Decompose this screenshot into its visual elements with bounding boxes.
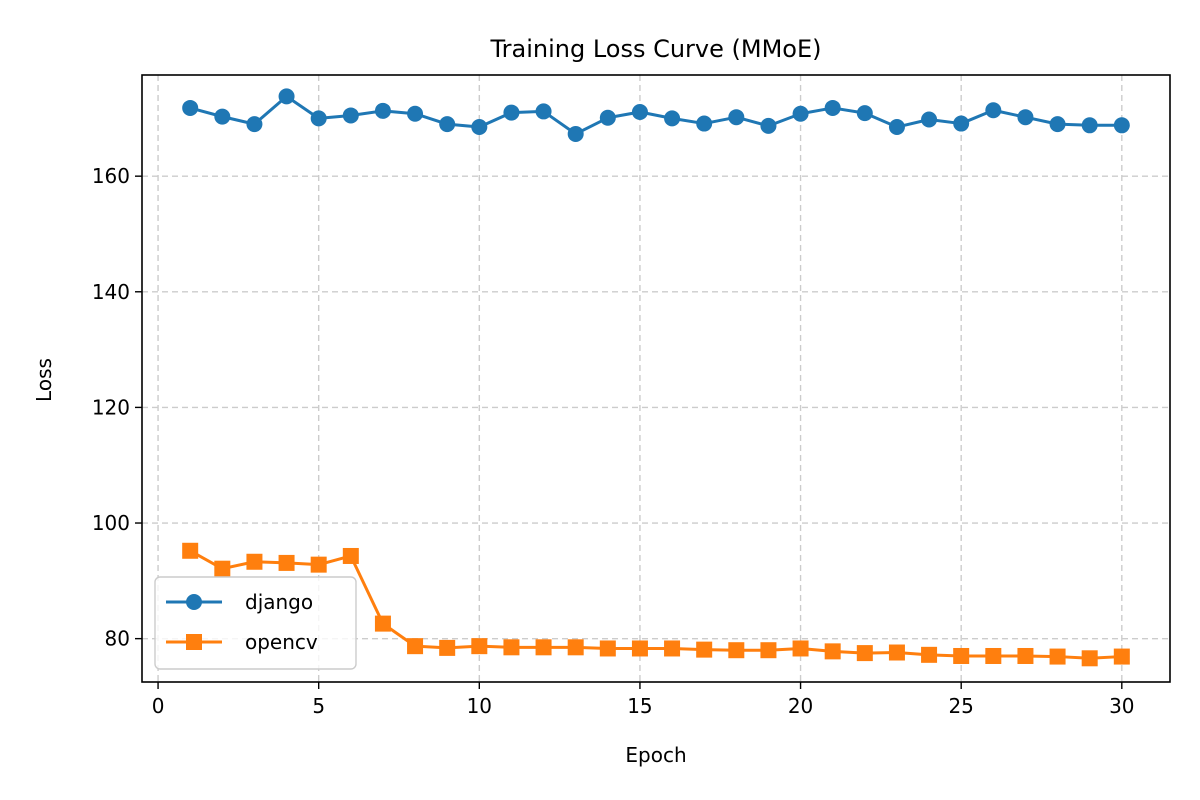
opencv-point (214, 560, 231, 577)
django-point (1017, 109, 1034, 126)
opencv-point (856, 645, 873, 662)
django-point (182, 99, 199, 116)
django-point (1081, 117, 1098, 134)
opencv-point (664, 640, 681, 657)
x-tick-label: 20 (788, 694, 813, 718)
opencv-point (182, 542, 199, 559)
django-point (760, 117, 777, 134)
django-point (664, 110, 681, 127)
django-point (246, 116, 263, 133)
legend-marker-opencv (186, 634, 202, 650)
opencv-point (439, 639, 456, 656)
opencv-point (953, 647, 970, 664)
opencv-point (599, 640, 616, 657)
django-point (921, 111, 938, 128)
opencv-point (1049, 648, 1066, 665)
opencv-point (792, 640, 809, 657)
django-point (278, 88, 295, 105)
django-point (728, 109, 745, 126)
opencv-point (310, 556, 327, 573)
django-point (631, 103, 648, 120)
django-point (696, 115, 713, 132)
django-point (342, 107, 359, 124)
opencv-point (1081, 650, 1098, 667)
django-point (1049, 116, 1066, 133)
opencv-point (888, 644, 905, 661)
opencv-point (921, 646, 938, 663)
series-layer (182, 88, 1130, 667)
series-opencv (182, 542, 1130, 667)
opencv-point (246, 553, 263, 570)
opencv-point (374, 615, 391, 632)
django-point (471, 119, 488, 136)
opencv-point (1017, 647, 1034, 664)
django-point (374, 102, 391, 119)
opencv-point (567, 639, 584, 656)
django-point (503, 104, 520, 121)
opencv-point (535, 639, 552, 656)
x-tick-label: 0 (152, 694, 165, 718)
plot-frame (141, 74, 1171, 683)
legend-marker-django (186, 594, 202, 610)
x-tick-label: 10 (467, 694, 492, 718)
opencv-point (760, 642, 777, 659)
opencv-point (503, 639, 520, 656)
django-point (985, 102, 1002, 119)
django-point (888, 119, 905, 136)
legend-label-opencv: opencv (245, 630, 318, 654)
django-point (792, 105, 809, 122)
y-axis-label: Loss (32, 358, 56, 402)
legend-box (154, 576, 357, 670)
opencv-point (631, 640, 648, 657)
y-tick-label: 80 (105, 627, 130, 651)
django-point (535, 103, 552, 120)
django-point (214, 108, 231, 125)
django-point (567, 125, 584, 142)
opencv-point (985, 647, 1002, 664)
django-point (824, 99, 841, 116)
opencv-point (728, 642, 745, 659)
opencv-point (696, 641, 713, 658)
legend: django opencv (154, 576, 357, 670)
opencv-point (1113, 648, 1130, 665)
x-tick-label: 15 (627, 694, 652, 718)
y-tick-label: 140 (92, 280, 130, 304)
x-axis-ticks: 0 5 10 15 20 25 30 (152, 682, 1135, 718)
opencv-point (407, 638, 424, 655)
django-point (310, 110, 327, 127)
y-tick-label: 160 (92, 164, 130, 188)
django-point (856, 105, 873, 122)
x-tick-label: 25 (948, 694, 973, 718)
opencv-point (824, 643, 841, 660)
django-point (1113, 117, 1130, 134)
y-axis-ticks: 80 100 120 140 160 (92, 164, 142, 651)
series-django (182, 88, 1130, 142)
legend-label-django: django (245, 590, 313, 614)
opencv-point (342, 547, 359, 564)
opencv-point (278, 554, 295, 571)
opencv-point (471, 638, 488, 655)
django-point (599, 109, 616, 126)
django-point (439, 116, 456, 133)
django-point (953, 115, 970, 132)
x-tick-label: 5 (312, 694, 325, 718)
x-axis-label: Epoch (625, 743, 686, 767)
chart-title: Training Loss Curve (MMoE) (489, 35, 821, 63)
django-point (407, 105, 424, 122)
y-tick-label: 100 (92, 511, 130, 535)
x-tick-label: 30 (1109, 694, 1134, 718)
y-tick-label: 120 (92, 395, 130, 419)
